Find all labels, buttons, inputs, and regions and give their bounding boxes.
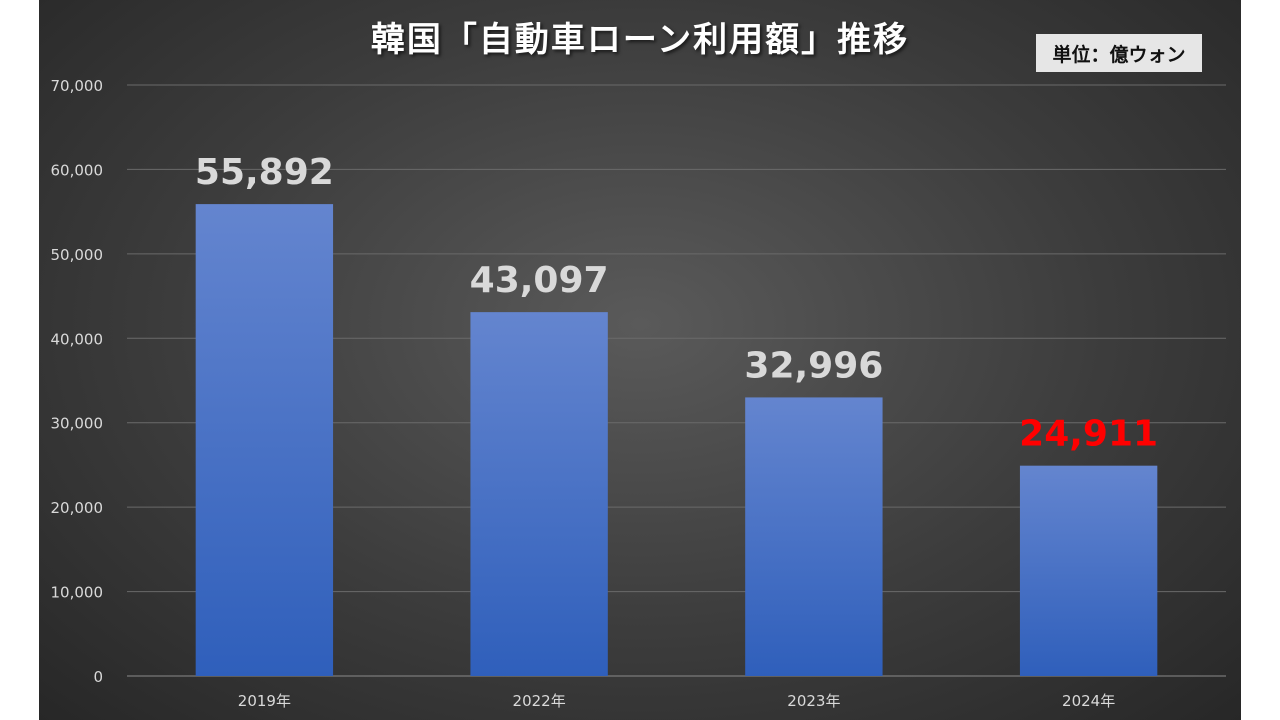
data-label-1: 43,097 bbox=[470, 260, 609, 301]
y-tick-label: 40,000 bbox=[51, 330, 104, 348]
y-tick-label: 60,000 bbox=[51, 161, 104, 179]
y-tick-label: 70,000 bbox=[51, 77, 104, 95]
data-label-0: 55,892 bbox=[195, 152, 334, 193]
y-tick-label: 50,000 bbox=[51, 246, 104, 264]
data-label-3: 24,911 bbox=[1019, 414, 1158, 455]
bars bbox=[195, 204, 1158, 677]
unit-label: 単位：億ウォン bbox=[1036, 34, 1202, 72]
bar-2 bbox=[745, 397, 883, 676]
bar-3 bbox=[1019, 465, 1158, 676]
x-tick-label: 2024年 bbox=[1062, 692, 1115, 710]
chart-title: 韓国「自動車ローン利用額」推移 bbox=[370, 20, 910, 60]
x-tick-label: 2023年 bbox=[787, 692, 840, 710]
y-axis: 0 10,000 20,000 30,000 40,000 50,000 60,000 70,… bbox=[51, 77, 104, 686]
data-labels: 55,892 43,097 32,996 24,911 bbox=[195, 152, 1158, 455]
bar-1 bbox=[470, 312, 608, 676]
data-label-2: 32,996 bbox=[744, 345, 883, 386]
x-axis: 2019年 2022年 2023年 2024年 bbox=[238, 692, 1115, 710]
y-tick-label: 20,000 bbox=[51, 499, 104, 517]
y-tick-label: 0 bbox=[93, 668, 103, 686]
chart-panel: 韓国「自動車ローン利用額」推移 単位：億ウォン 0 10,000 20,000 30,… bbox=[39, 0, 1241, 720]
y-tick-label: 30,000 bbox=[51, 415, 104, 433]
x-tick-label: 2022年 bbox=[513, 692, 566, 710]
x-tick-label: 2019年 bbox=[238, 692, 291, 710]
bar-chart: 0 10,000 20,000 30,000 40,000 50,000 60,000 70,… bbox=[51, 77, 1226, 710]
bar-0 bbox=[195, 204, 334, 677]
y-tick-label: 10,000 bbox=[51, 584, 104, 602]
